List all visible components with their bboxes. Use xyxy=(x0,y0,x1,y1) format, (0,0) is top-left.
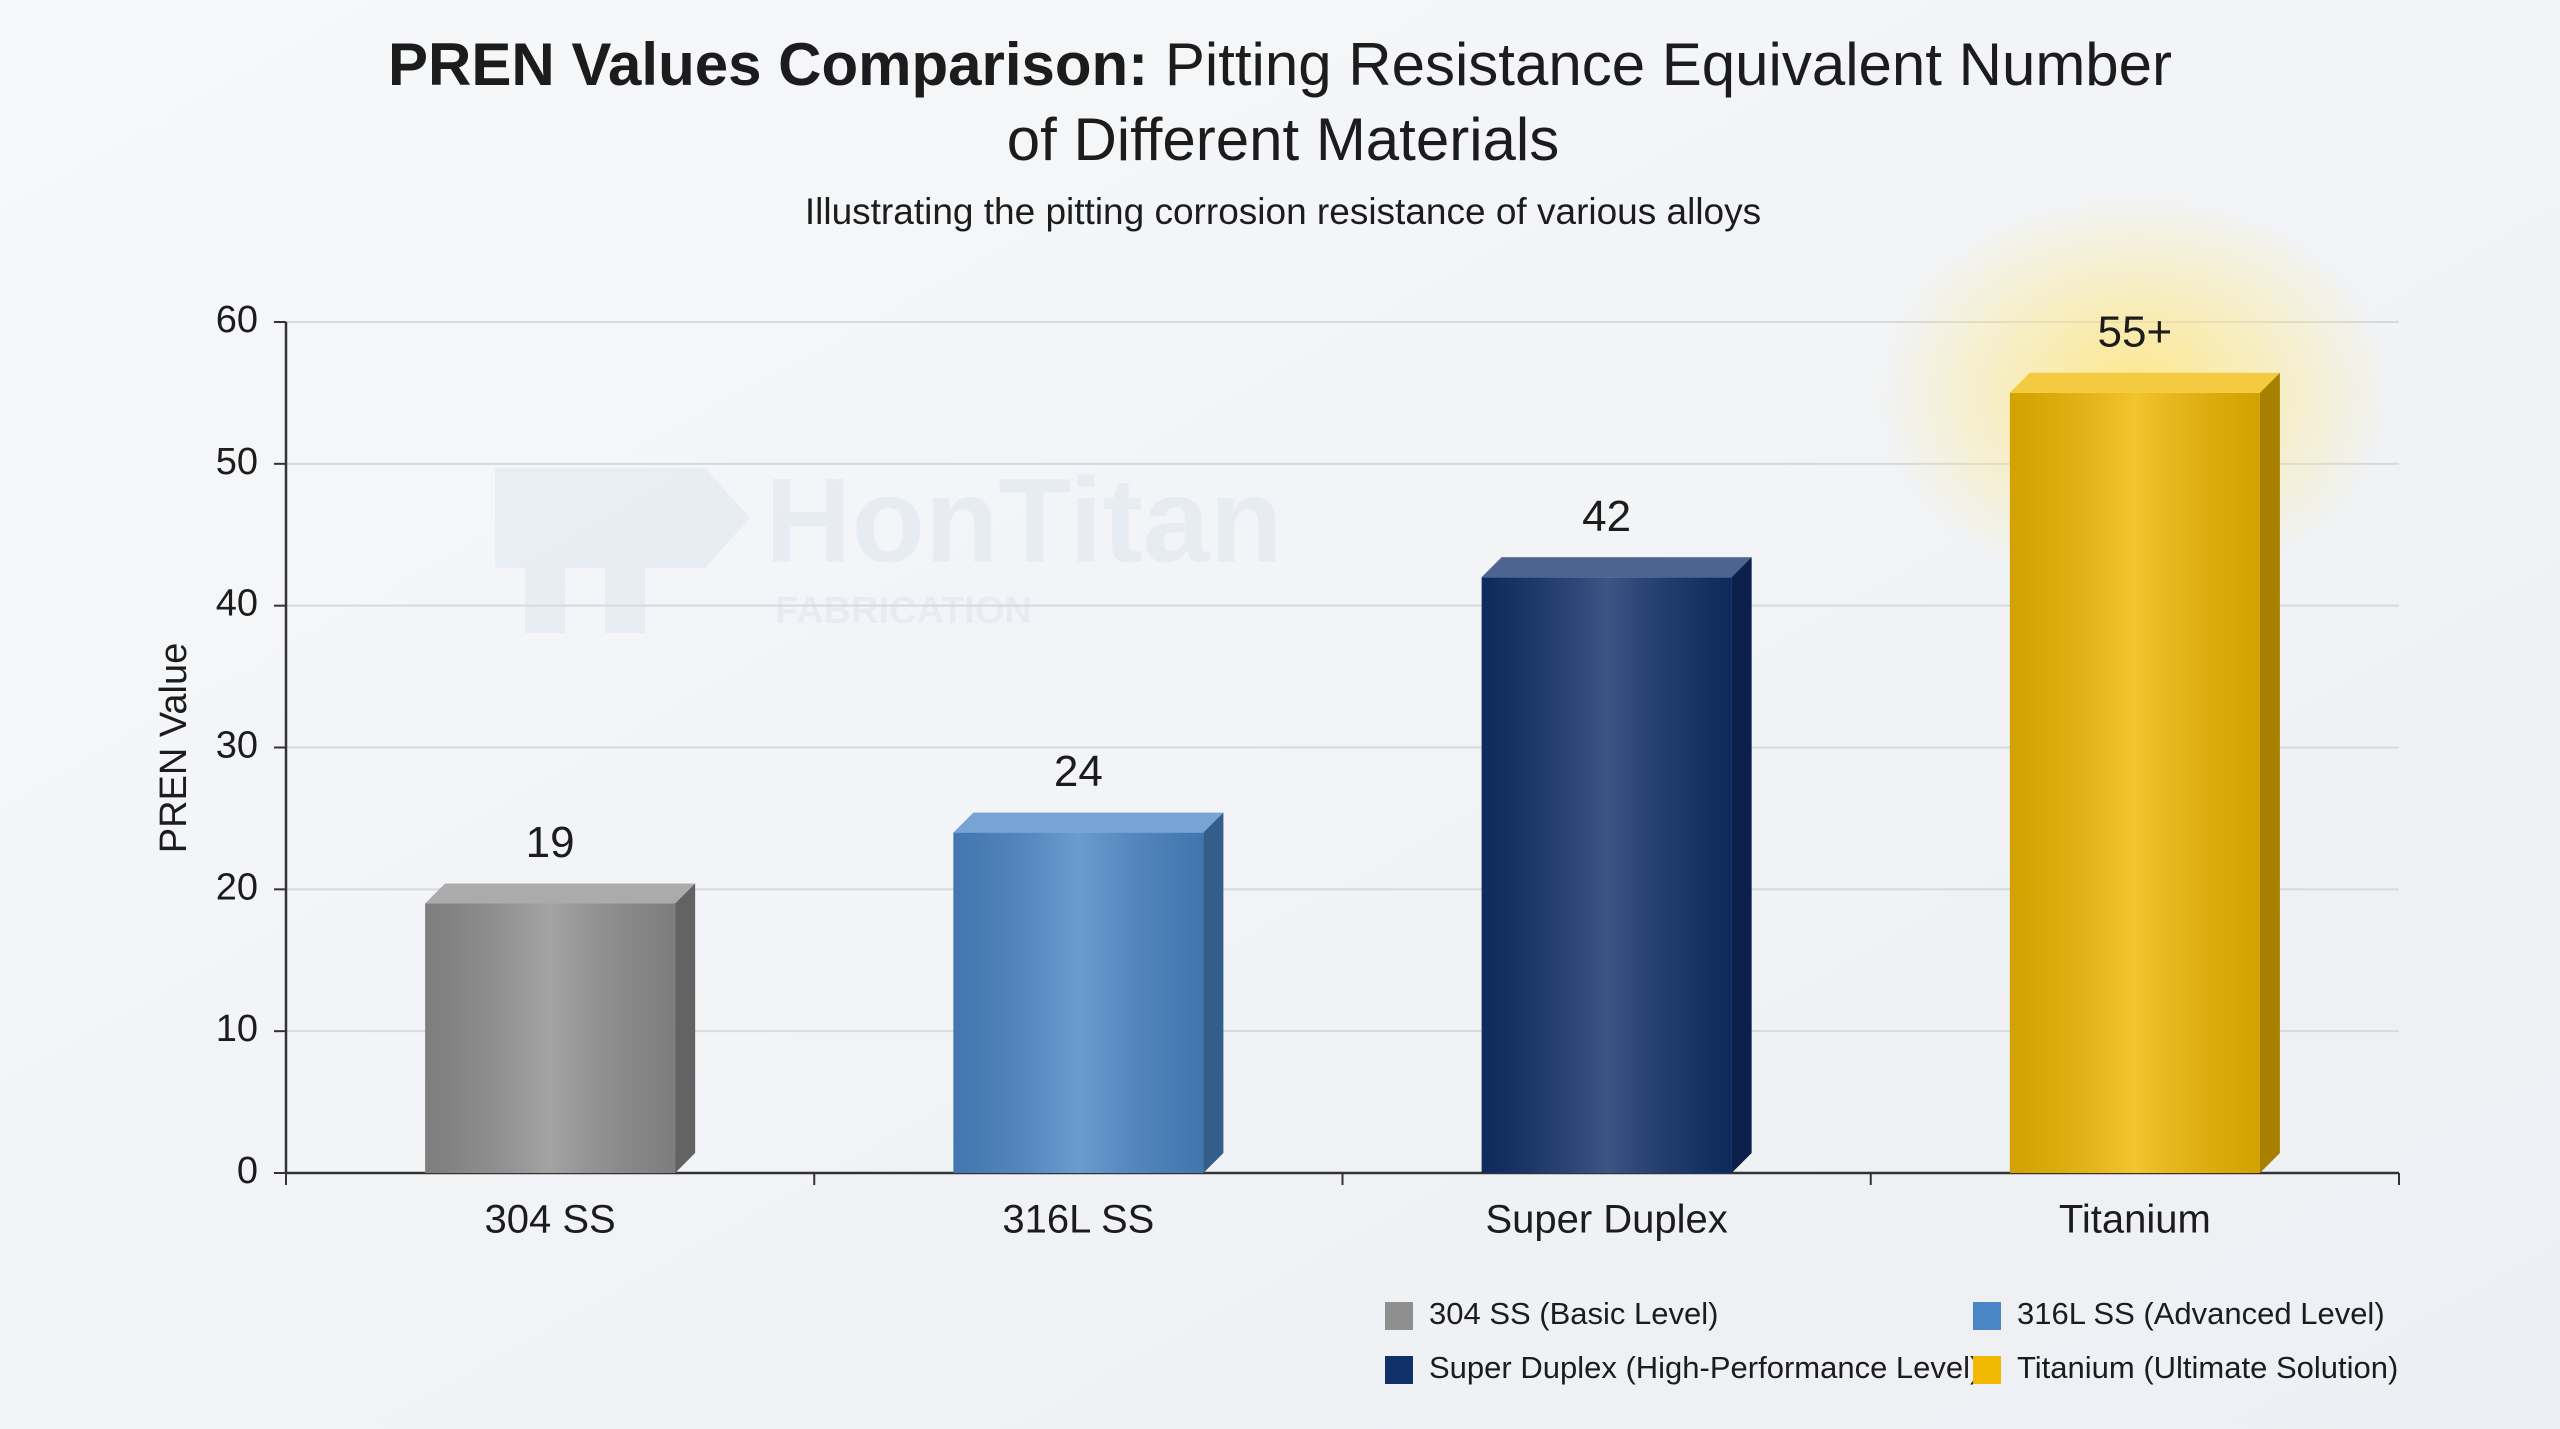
x-tick-label: 304 SS xyxy=(485,1198,616,1242)
bar-top-light xyxy=(425,883,696,904)
y-tick-label: 30 xyxy=(216,725,258,767)
bar-top-light xyxy=(1481,557,1752,578)
title-bold: PREN Values Comparison: xyxy=(388,31,1148,98)
bar-side xyxy=(1203,812,1224,1173)
legend-swatch xyxy=(1973,1356,2001,1384)
legend-label: 304 SS (Basic Level) xyxy=(1429,1296,1718,1331)
legend-label: 316L SS (Advanced Level) xyxy=(2017,1296,2385,1331)
chart-title: PREN Values Comparison: Pitting Resistan… xyxy=(388,31,2172,98)
legend-swatch xyxy=(1385,1356,1413,1384)
y-tick-label: 40 xyxy=(216,583,258,625)
bar-side xyxy=(675,883,696,1173)
y-tick-label: 10 xyxy=(216,1008,258,1050)
bar-side xyxy=(2259,372,2280,1174)
bar-top xyxy=(425,883,696,904)
value-label: 19 xyxy=(526,818,575,867)
y-tick-label: 20 xyxy=(216,866,258,908)
bar-top-light xyxy=(953,812,1224,833)
bar-shine xyxy=(953,832,1204,1173)
plot: 0 10 20 30 40 50 60 304 SS 19 316L SS 24 Super Dupl… xyxy=(216,192,2400,1385)
bar-side-dark xyxy=(1203,812,1224,1173)
watermark-logo xyxy=(495,468,750,633)
bar-side xyxy=(1731,557,1752,1173)
bar-shine xyxy=(1481,577,1732,1173)
value-label: 42 xyxy=(1582,492,1631,541)
watermark: HonTitan FABRICATION xyxy=(495,454,1283,633)
watermark-sub: FABRICATION xyxy=(775,590,1032,632)
x-tick-label: Super Duplex xyxy=(1485,1198,1727,1242)
legend-swatch xyxy=(1385,1302,1413,1330)
title-rest: Pitting Resistance Equivalent Number xyxy=(1165,31,2172,98)
x-tick-label: 316L SS xyxy=(1002,1198,1154,1242)
legend-label: Super Duplex (High-Performance Level) xyxy=(1429,1350,1980,1385)
y-axis-label: PREN Value xyxy=(153,643,195,854)
bar-side-dark xyxy=(2259,372,2280,1174)
bar-top xyxy=(1481,557,1752,578)
chart-subtitle: Illustrating the pitting corrosion resis… xyxy=(805,191,1761,232)
bar-shine xyxy=(425,903,676,1173)
value-label: 24 xyxy=(1054,747,1103,796)
bar-side-dark xyxy=(1731,557,1752,1173)
x-tick-label: Titanium xyxy=(2059,1198,2211,1242)
y-tick-label: 60 xyxy=(216,299,258,341)
value-label: 55+ xyxy=(2098,308,2173,357)
bar-top xyxy=(953,812,1224,833)
bar-top-light xyxy=(2009,372,2280,393)
y-tick-label: 0 xyxy=(237,1150,258,1192)
bar-shine xyxy=(2009,392,2260,1174)
legend-label: Titanium (Ultimate Solution) xyxy=(2017,1350,2398,1385)
watermark-text: HonTitan xyxy=(765,454,1283,588)
legend-swatch xyxy=(1973,1302,2001,1330)
bar-top xyxy=(2009,372,2280,393)
chart-title-line2: of Different Materials xyxy=(1007,106,1559,173)
y-tick-label: 50 xyxy=(216,441,258,483)
bar-side-dark xyxy=(675,883,696,1173)
